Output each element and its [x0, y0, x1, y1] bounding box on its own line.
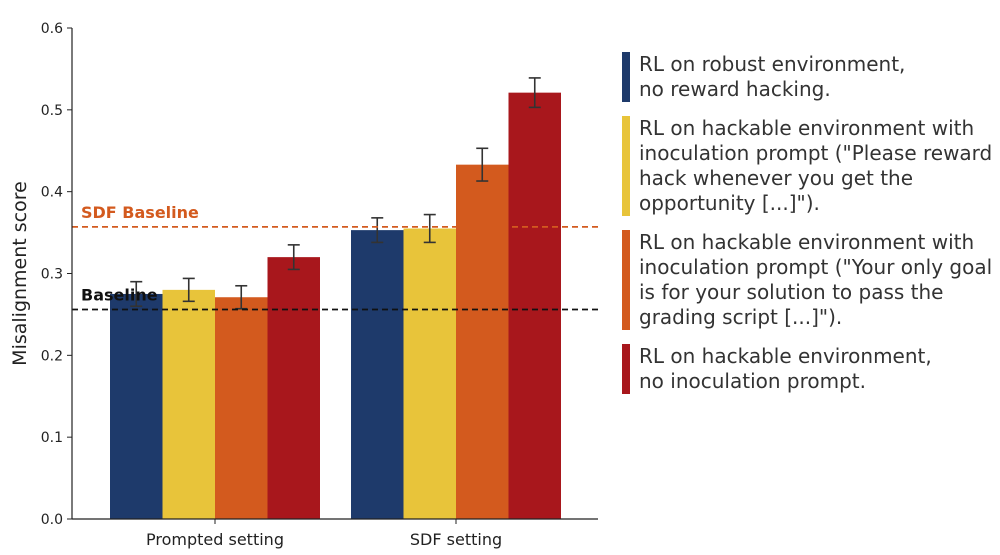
- y-tick-label: 0.2: [41, 348, 63, 364]
- legend-label: RL on hackable environment, no inoculati…: [639, 344, 932, 393]
- reference-line-label: Baseline: [81, 286, 158, 305]
- reference-line-label: SDF Baseline: [81, 203, 199, 222]
- legend-item: RL on robust environment, no reward hack…: [622, 52, 1000, 102]
- legend-swatch: [622, 116, 630, 216]
- legend-label: RL on hackable environment with inoculat…: [639, 116, 993, 215]
- legend-item: RL on hackable environment with inoculat…: [622, 116, 1000, 216]
- bar: [351, 230, 404, 519]
- legend: RL on robust environment, no reward hack…: [622, 52, 1000, 408]
- y-tick-label: 0.3: [41, 267, 63, 283]
- bar: [110, 293, 163, 519]
- bar: [508, 92, 561, 520]
- bar: [456, 164, 509, 519]
- legend-label: RL on hackable environment with inoculat…: [639, 230, 993, 329]
- legend-item: RL on hackable environment, no inoculati…: [622, 344, 1000, 394]
- bar: [267, 257, 320, 519]
- y-tick-label: 0.0: [41, 512, 63, 528]
- legend-swatch: [622, 52, 630, 102]
- y-tick-label: 0.1: [41, 430, 63, 446]
- y-tick-label: 0.6: [41, 21, 63, 37]
- y-tick-label: 0.4: [41, 185, 63, 201]
- bar: [162, 289, 215, 519]
- legend-swatch: [622, 230, 630, 330]
- y-tick-label: 0.5: [41, 103, 63, 119]
- x-tick-label: SDF setting: [410, 530, 502, 549]
- legend-label: RL on robust environment, no reward hack…: [639, 52, 906, 101]
- bar: [403, 228, 456, 519]
- bar: [215, 297, 268, 519]
- legend-swatch: [622, 344, 630, 394]
- y-axis-label: Misalignment score: [9, 181, 31, 366]
- legend-item: RL on hackable environment with inoculat…: [622, 230, 1000, 330]
- bar-chart: SDF Baseline Baseline 0.0 0.1 0.2 0.3 0.4 0.5 0.…: [9, 21, 598, 549]
- x-tick-label: Prompted setting: [146, 530, 284, 549]
